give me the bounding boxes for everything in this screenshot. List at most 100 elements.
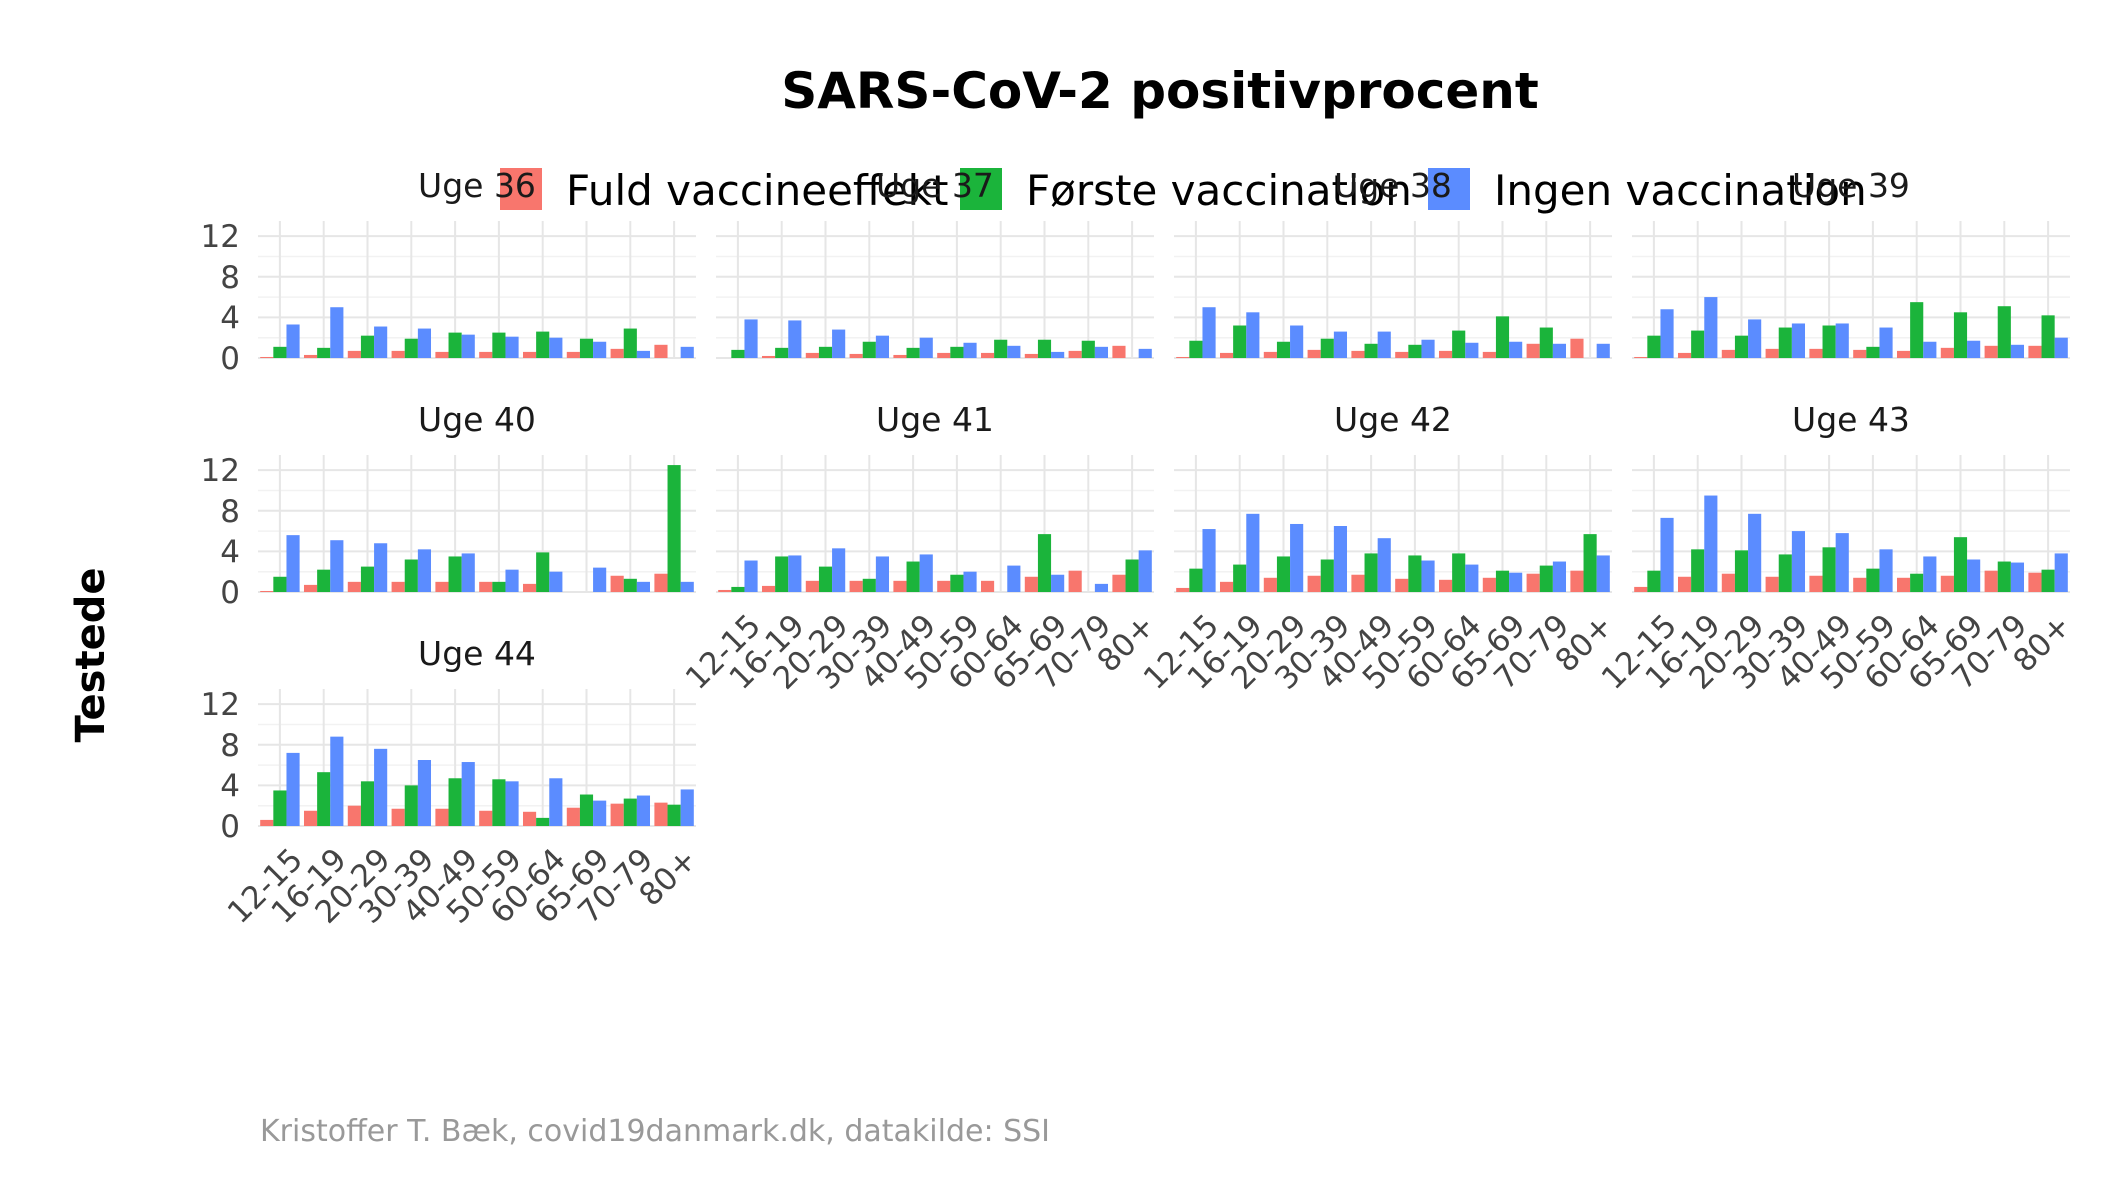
bar bbox=[286, 752, 300, 826]
legend-key-ingen-vaccination bbox=[1428, 168, 1470, 210]
bar bbox=[2028, 345, 2042, 358]
bar bbox=[1940, 347, 1954, 358]
bar bbox=[579, 794, 594, 826]
bar bbox=[731, 349, 745, 358]
bar bbox=[775, 556, 789, 592]
bar bbox=[549, 571, 563, 592]
bar bbox=[2041, 569, 2055, 592]
bar bbox=[593, 800, 607, 826]
bar bbox=[1189, 568, 1203, 592]
bar bbox=[1138, 348, 1152, 358]
bar bbox=[761, 585, 776, 592]
bar bbox=[680, 789, 694, 826]
bar bbox=[330, 736, 344, 826]
bar bbox=[549, 778, 563, 826]
legend-key-fuld-vaccineeffekt bbox=[500, 168, 542, 210]
bar bbox=[1465, 564, 1479, 592]
bar bbox=[994, 339, 1008, 358]
bar bbox=[2010, 344, 2025, 358]
bar bbox=[360, 781, 375, 826]
bar bbox=[667, 465, 681, 592]
bar bbox=[893, 580, 907, 592]
bar bbox=[1421, 560, 1435, 592]
bar bbox=[1539, 565, 1553, 592]
bar bbox=[374, 748, 388, 826]
bar bbox=[461, 553, 475, 592]
bar bbox=[1276, 341, 1291, 358]
bar bbox=[1219, 352, 1234, 358]
bar bbox=[347, 581, 361, 592]
bar bbox=[1112, 345, 1126, 358]
bar bbox=[1748, 513, 1762, 592]
bar bbox=[461, 762, 475, 826]
bar bbox=[1660, 517, 1674, 592]
y-tick-label: 8 bbox=[220, 260, 240, 296]
bar bbox=[1320, 559, 1334, 592]
y-tick-label: 4 bbox=[220, 534, 240, 570]
bar bbox=[549, 337, 563, 358]
bar bbox=[404, 559, 418, 592]
bar bbox=[1910, 573, 1924, 592]
bar bbox=[1677, 576, 1692, 592]
facet-strip-label: Uge 43 bbox=[1792, 400, 1910, 439]
bar bbox=[1112, 574, 1126, 592]
bar bbox=[623, 798, 637, 826]
bar bbox=[273, 790, 287, 826]
bar bbox=[2028, 572, 2042, 592]
y-tick-label: 4 bbox=[220, 300, 240, 336]
bar bbox=[1822, 547, 1836, 592]
bar bbox=[522, 351, 537, 358]
bar bbox=[636, 581, 651, 592]
bar bbox=[775, 347, 789, 358]
bar bbox=[636, 795, 651, 826]
y-axis-label: Testede bbox=[68, 568, 114, 743]
facet-panel: Uge 38 bbox=[1174, 166, 1612, 359]
bar bbox=[448, 556, 462, 592]
bar bbox=[1307, 575, 1321, 592]
bar bbox=[1395, 351, 1409, 358]
bar bbox=[1721, 349, 1735, 358]
bar bbox=[417, 760, 432, 826]
y-tick-label: 12 bbox=[201, 687, 240, 723]
bar bbox=[667, 804, 681, 826]
bar bbox=[1583, 534, 1597, 592]
bar bbox=[1570, 338, 1584, 358]
bar bbox=[448, 332, 462, 358]
bar bbox=[1408, 344, 1422, 358]
bar bbox=[522, 583, 537, 592]
bar bbox=[1037, 534, 1052, 592]
bar bbox=[417, 328, 432, 358]
bar bbox=[654, 802, 668, 826]
y-tick-label: 0 bbox=[220, 341, 240, 377]
bar bbox=[1778, 327, 1792, 358]
bar bbox=[1465, 342, 1479, 358]
bar bbox=[805, 352, 819, 358]
bar bbox=[417, 549, 432, 592]
bar bbox=[1509, 341, 1523, 358]
bar bbox=[963, 571, 977, 592]
bar bbox=[1734, 335, 1749, 358]
bar bbox=[1570, 570, 1584, 592]
bar bbox=[317, 772, 331, 826]
bar bbox=[435, 808, 449, 826]
bar bbox=[1997, 561, 2011, 592]
bar bbox=[832, 548, 846, 592]
bar bbox=[1691, 330, 1705, 358]
bar bbox=[1081, 340, 1095, 358]
facet-panel: Uge 40 0 4 8 12 bbox=[201, 400, 696, 611]
bar bbox=[2054, 553, 2068, 592]
bar bbox=[1495, 570, 1510, 592]
bar bbox=[818, 346, 833, 358]
bar bbox=[1835, 323, 1849, 358]
bar bbox=[303, 354, 318, 358]
bar bbox=[1290, 523, 1304, 592]
bar bbox=[875, 556, 890, 592]
bar bbox=[286, 324, 300, 358]
bar bbox=[1246, 513, 1260, 592]
bar bbox=[937, 352, 951, 358]
bar bbox=[566, 351, 580, 358]
bar bbox=[1809, 348, 1823, 358]
bar bbox=[374, 326, 388, 358]
bar bbox=[435, 351, 449, 358]
